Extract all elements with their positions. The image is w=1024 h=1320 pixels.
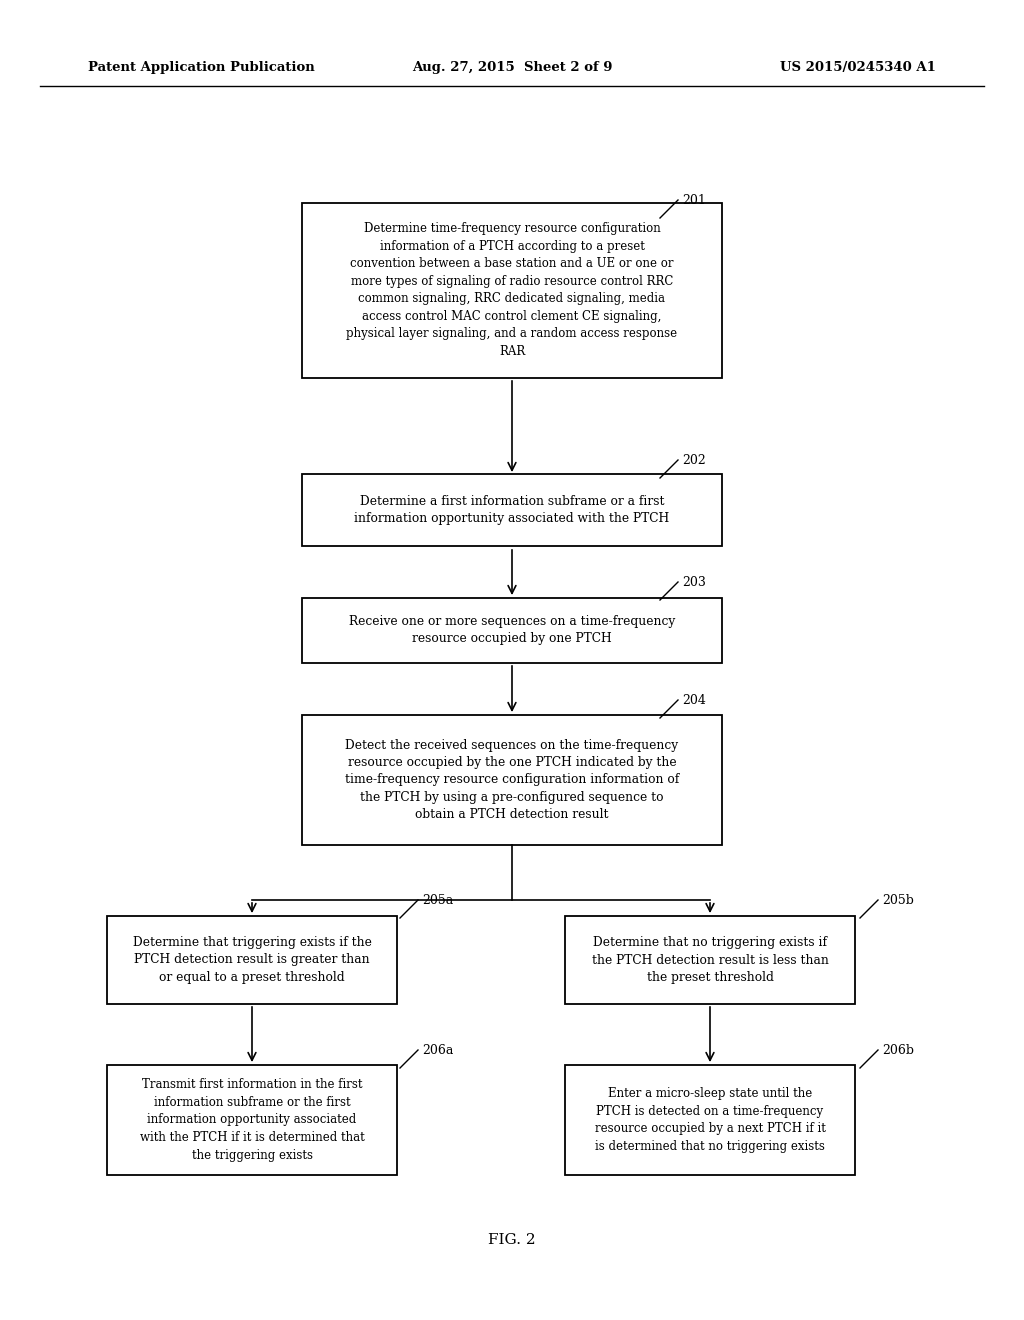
Bar: [302, 474, 722, 546]
Text: Determine a first information subframe or a first
information opportunity associ: Determine a first information subframe o…: [354, 495, 670, 525]
Text: 203: 203: [682, 576, 706, 589]
Text: 204: 204: [682, 693, 706, 706]
Text: Detect the received sequences on the time-frequency
resource occupied by the one: Detect the received sequences on the tim…: [345, 738, 679, 821]
Text: US 2015/0245340 A1: US 2015/0245340 A1: [780, 62, 936, 74]
Text: 205b: 205b: [882, 894, 913, 907]
Text: Receive one or more sequences on a time-frequency
resource occupied by one PTCH: Receive one or more sequences on a time-…: [349, 615, 675, 645]
Text: Enter a micro-sleep state until the
PTCH is detected on a time-frequency
resourc: Enter a micro-sleep state until the PTCH…: [595, 1088, 825, 1152]
Text: 201: 201: [682, 194, 706, 206]
Text: Determine time-frequency resource configuration
information of a PTCH according : Determine time-frequency resource config…: [346, 222, 678, 358]
Text: Transmit first information in the first
information subframe or the first
inform: Transmit first information in the first …: [139, 1078, 365, 1162]
Bar: [565, 916, 855, 1005]
Bar: [302, 202, 722, 378]
Text: Patent Application Publication: Patent Application Publication: [88, 62, 314, 74]
Text: Determine that no triggering exists if
the PTCH detection result is less than
th: Determine that no triggering exists if t…: [592, 936, 828, 983]
Text: Determine that triggering exists if the
PTCH detection result is greater than
or: Determine that triggering exists if the …: [132, 936, 372, 983]
Text: 205a: 205a: [422, 894, 454, 907]
Bar: [302, 715, 722, 845]
Text: Aug. 27, 2015  Sheet 2 of 9: Aug. 27, 2015 Sheet 2 of 9: [412, 62, 612, 74]
Text: FIG. 2: FIG. 2: [488, 1233, 536, 1247]
Bar: [302, 598, 722, 663]
Bar: [565, 1065, 855, 1175]
Bar: [106, 1065, 397, 1175]
Text: 202: 202: [682, 454, 706, 466]
Text: 206a: 206a: [422, 1044, 454, 1056]
Text: 206b: 206b: [882, 1044, 914, 1056]
Bar: [106, 916, 397, 1005]
